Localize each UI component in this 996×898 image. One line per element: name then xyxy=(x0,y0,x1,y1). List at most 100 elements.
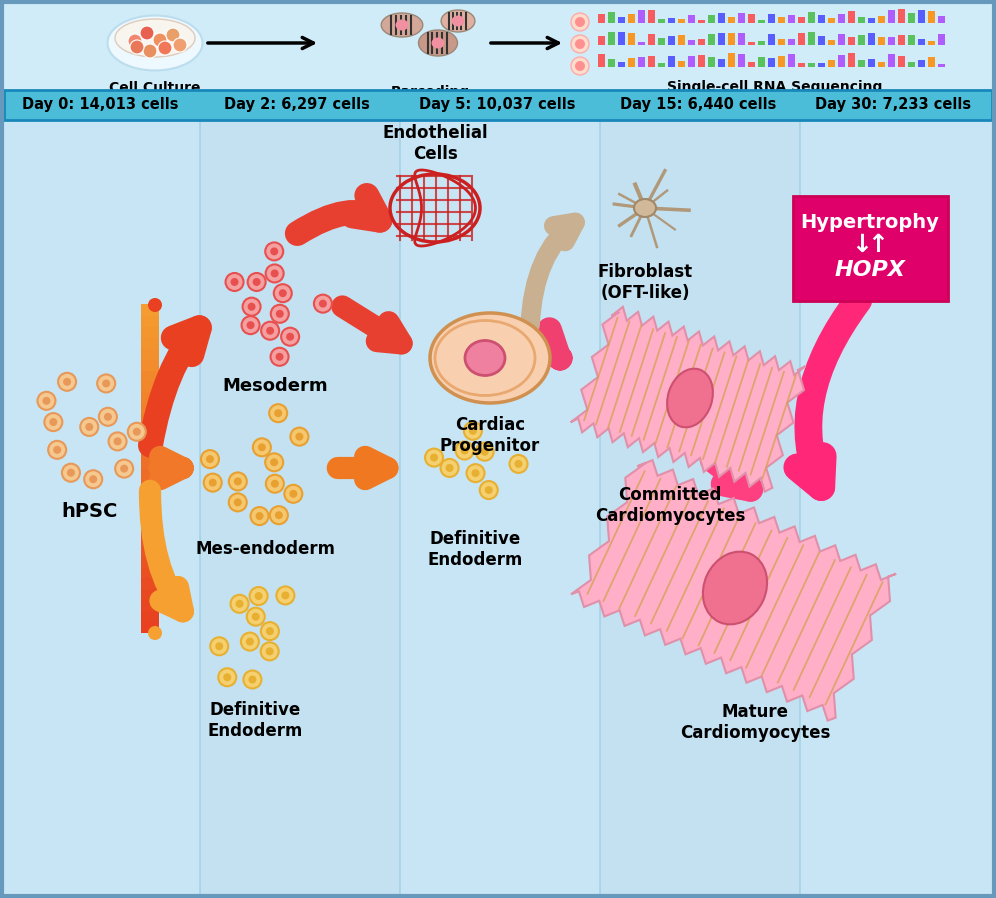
Bar xyxy=(141,501,159,513)
Ellipse shape xyxy=(667,369,713,427)
Circle shape xyxy=(275,511,283,519)
Circle shape xyxy=(575,17,585,27)
Bar xyxy=(698,20,705,23)
Circle shape xyxy=(471,469,479,477)
Bar xyxy=(868,58,875,67)
Bar xyxy=(808,63,815,67)
Ellipse shape xyxy=(441,10,475,32)
Bar xyxy=(748,41,755,45)
Circle shape xyxy=(99,408,117,426)
Text: Day 30: 7,233 cells: Day 30: 7,233 cells xyxy=(815,98,971,112)
Bar xyxy=(728,32,735,45)
Circle shape xyxy=(255,592,263,600)
Bar xyxy=(748,13,755,23)
Bar xyxy=(878,62,885,67)
Text: hPSC: hPSC xyxy=(62,502,119,521)
Bar xyxy=(141,305,159,633)
Bar xyxy=(141,479,159,491)
Ellipse shape xyxy=(430,313,550,403)
Bar xyxy=(788,15,795,23)
Bar xyxy=(598,36,605,45)
Bar xyxy=(668,36,675,45)
Bar xyxy=(618,17,625,23)
Bar xyxy=(888,37,895,45)
Circle shape xyxy=(282,592,290,600)
Circle shape xyxy=(210,638,228,656)
Bar xyxy=(141,490,159,502)
Bar xyxy=(141,567,159,578)
Text: Definitive
Endoderm: Definitive Endoderm xyxy=(207,701,303,740)
Bar xyxy=(768,34,775,45)
Bar xyxy=(678,61,685,67)
Text: Hypertrophy: Hypertrophy xyxy=(801,214,939,233)
Circle shape xyxy=(173,38,187,52)
Bar xyxy=(768,57,775,67)
Circle shape xyxy=(252,612,260,621)
Circle shape xyxy=(575,39,585,49)
Bar xyxy=(798,17,805,23)
Bar xyxy=(898,56,905,67)
Bar xyxy=(698,39,705,45)
Bar xyxy=(858,35,865,45)
Bar xyxy=(738,54,745,67)
Bar xyxy=(141,326,159,338)
Ellipse shape xyxy=(148,298,162,312)
Circle shape xyxy=(223,674,231,682)
Circle shape xyxy=(480,481,498,499)
Bar xyxy=(598,54,605,67)
Circle shape xyxy=(225,273,244,291)
Bar xyxy=(908,35,915,45)
Bar xyxy=(928,57,935,67)
Ellipse shape xyxy=(395,20,408,31)
Bar xyxy=(878,16,885,23)
Text: Mes-endoderm: Mes-endoderm xyxy=(195,540,335,558)
Text: Day 5: 10,037 cells: Day 5: 10,037 cells xyxy=(418,98,576,112)
Ellipse shape xyxy=(148,461,162,475)
Circle shape xyxy=(279,289,287,297)
Bar xyxy=(141,610,159,622)
Bar xyxy=(4,90,992,120)
Circle shape xyxy=(62,463,80,481)
Bar xyxy=(788,40,795,45)
Bar xyxy=(200,0,400,898)
Circle shape xyxy=(261,622,279,640)
Circle shape xyxy=(430,453,438,462)
Circle shape xyxy=(284,485,303,503)
Text: Mesoderm: Mesoderm xyxy=(222,377,328,395)
Bar xyxy=(848,53,855,67)
Text: Day 15: 6,440 cells: Day 15: 6,440 cells xyxy=(620,98,776,112)
Circle shape xyxy=(271,348,289,365)
Bar xyxy=(668,56,675,67)
Circle shape xyxy=(464,422,482,440)
Bar xyxy=(638,41,645,45)
Circle shape xyxy=(271,304,289,322)
Circle shape xyxy=(229,472,247,490)
Circle shape xyxy=(38,392,56,409)
Bar xyxy=(628,57,635,67)
Circle shape xyxy=(440,459,458,477)
Bar xyxy=(638,10,645,23)
Circle shape xyxy=(274,284,292,303)
Bar xyxy=(828,40,835,45)
Bar xyxy=(658,38,665,45)
Ellipse shape xyxy=(108,15,202,71)
Circle shape xyxy=(455,442,473,460)
Circle shape xyxy=(53,445,61,453)
Bar xyxy=(808,13,815,23)
Bar xyxy=(648,57,655,67)
Text: HOPX: HOPX xyxy=(835,260,905,280)
Bar xyxy=(628,33,635,45)
Text: Cardiac
Progenitor: Cardiac Progenitor xyxy=(440,416,540,454)
Bar xyxy=(718,59,725,67)
Bar xyxy=(708,57,715,67)
Bar xyxy=(678,35,685,45)
Circle shape xyxy=(103,380,111,387)
Circle shape xyxy=(271,269,279,277)
Bar xyxy=(848,12,855,23)
Polygon shape xyxy=(571,307,806,492)
Circle shape xyxy=(43,397,51,405)
Ellipse shape xyxy=(465,340,505,375)
Text: ↓: ↓ xyxy=(852,233,872,257)
Circle shape xyxy=(242,316,260,334)
Bar xyxy=(688,56,695,67)
